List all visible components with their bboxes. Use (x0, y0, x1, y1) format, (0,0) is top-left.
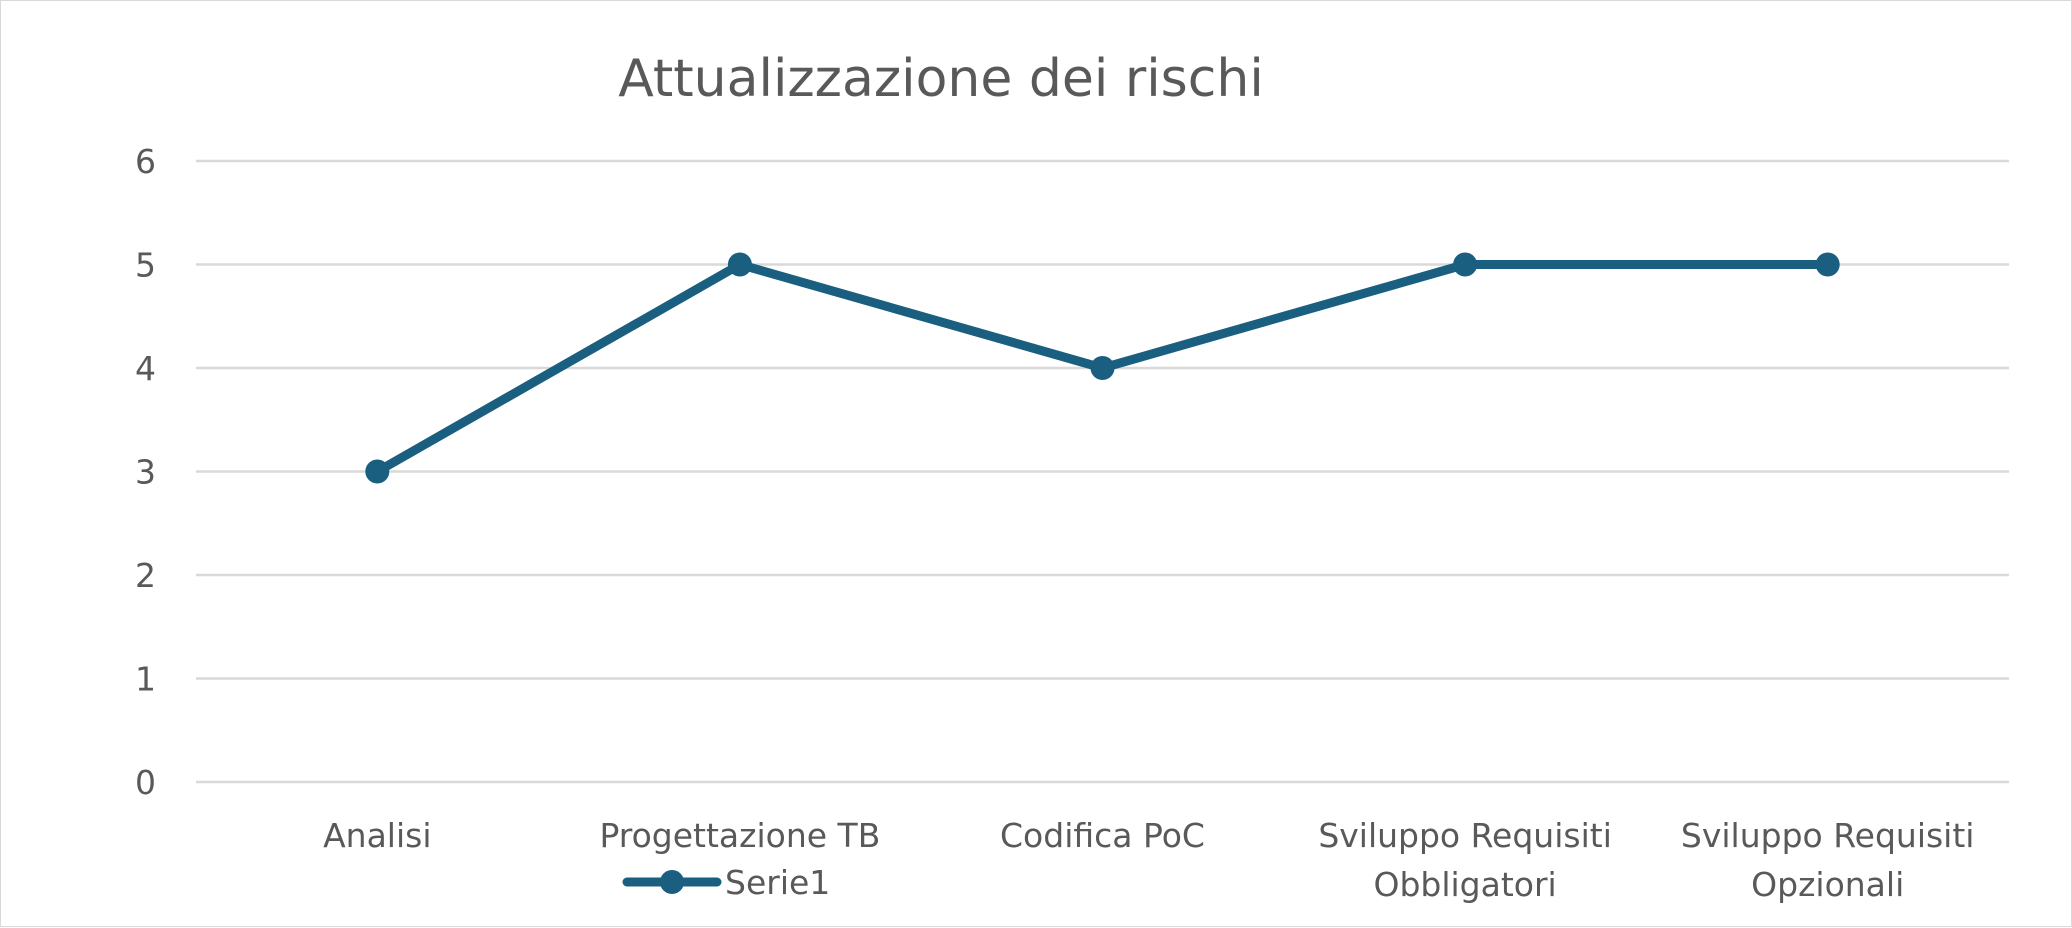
y-tick-label: 4 (135, 349, 156, 388)
x-tick-label: Sviluppo Requisiti Obbligatori (1318, 816, 1612, 904)
data-point (1090, 356, 1115, 380)
y-tick-label: 0 (135, 763, 156, 802)
legend-marker-icon (660, 870, 684, 894)
data-point (727, 252, 752, 277)
legend: Serie1 (622, 863, 830, 902)
x-tick-label: Progettazione TB (599, 816, 880, 855)
y-tick-label: 6 (135, 142, 156, 181)
y-axis-tick-labels: 0 1 2 3 4 5 6 (135, 142, 156, 802)
chart-title: Attualizzazione dei rischi (618, 49, 1264, 109)
data-point (1453, 252, 1478, 277)
x-tick-label: Analisi (323, 816, 431, 855)
x-tick-label: Codifica PoC (1000, 816, 1205, 855)
y-tick-label: 3 (135, 453, 156, 492)
y-tick-label: 1 (135, 660, 156, 699)
data-point (1815, 252, 1840, 277)
y-tick-label: 5 (135, 246, 156, 285)
x-tick-label: Sviluppo Requisiti Opzionali (1681, 816, 1975, 904)
y-tick-label: 2 (135, 556, 156, 595)
data-point (365, 459, 390, 484)
gridlines (196, 159, 2009, 784)
series-layer (365, 252, 1840, 484)
legend-label: Serie1 (725, 863, 830, 902)
x-axis-tick-labels: Analisi Progettazione TB Codifica PoC Svilu… (323, 816, 1974, 904)
